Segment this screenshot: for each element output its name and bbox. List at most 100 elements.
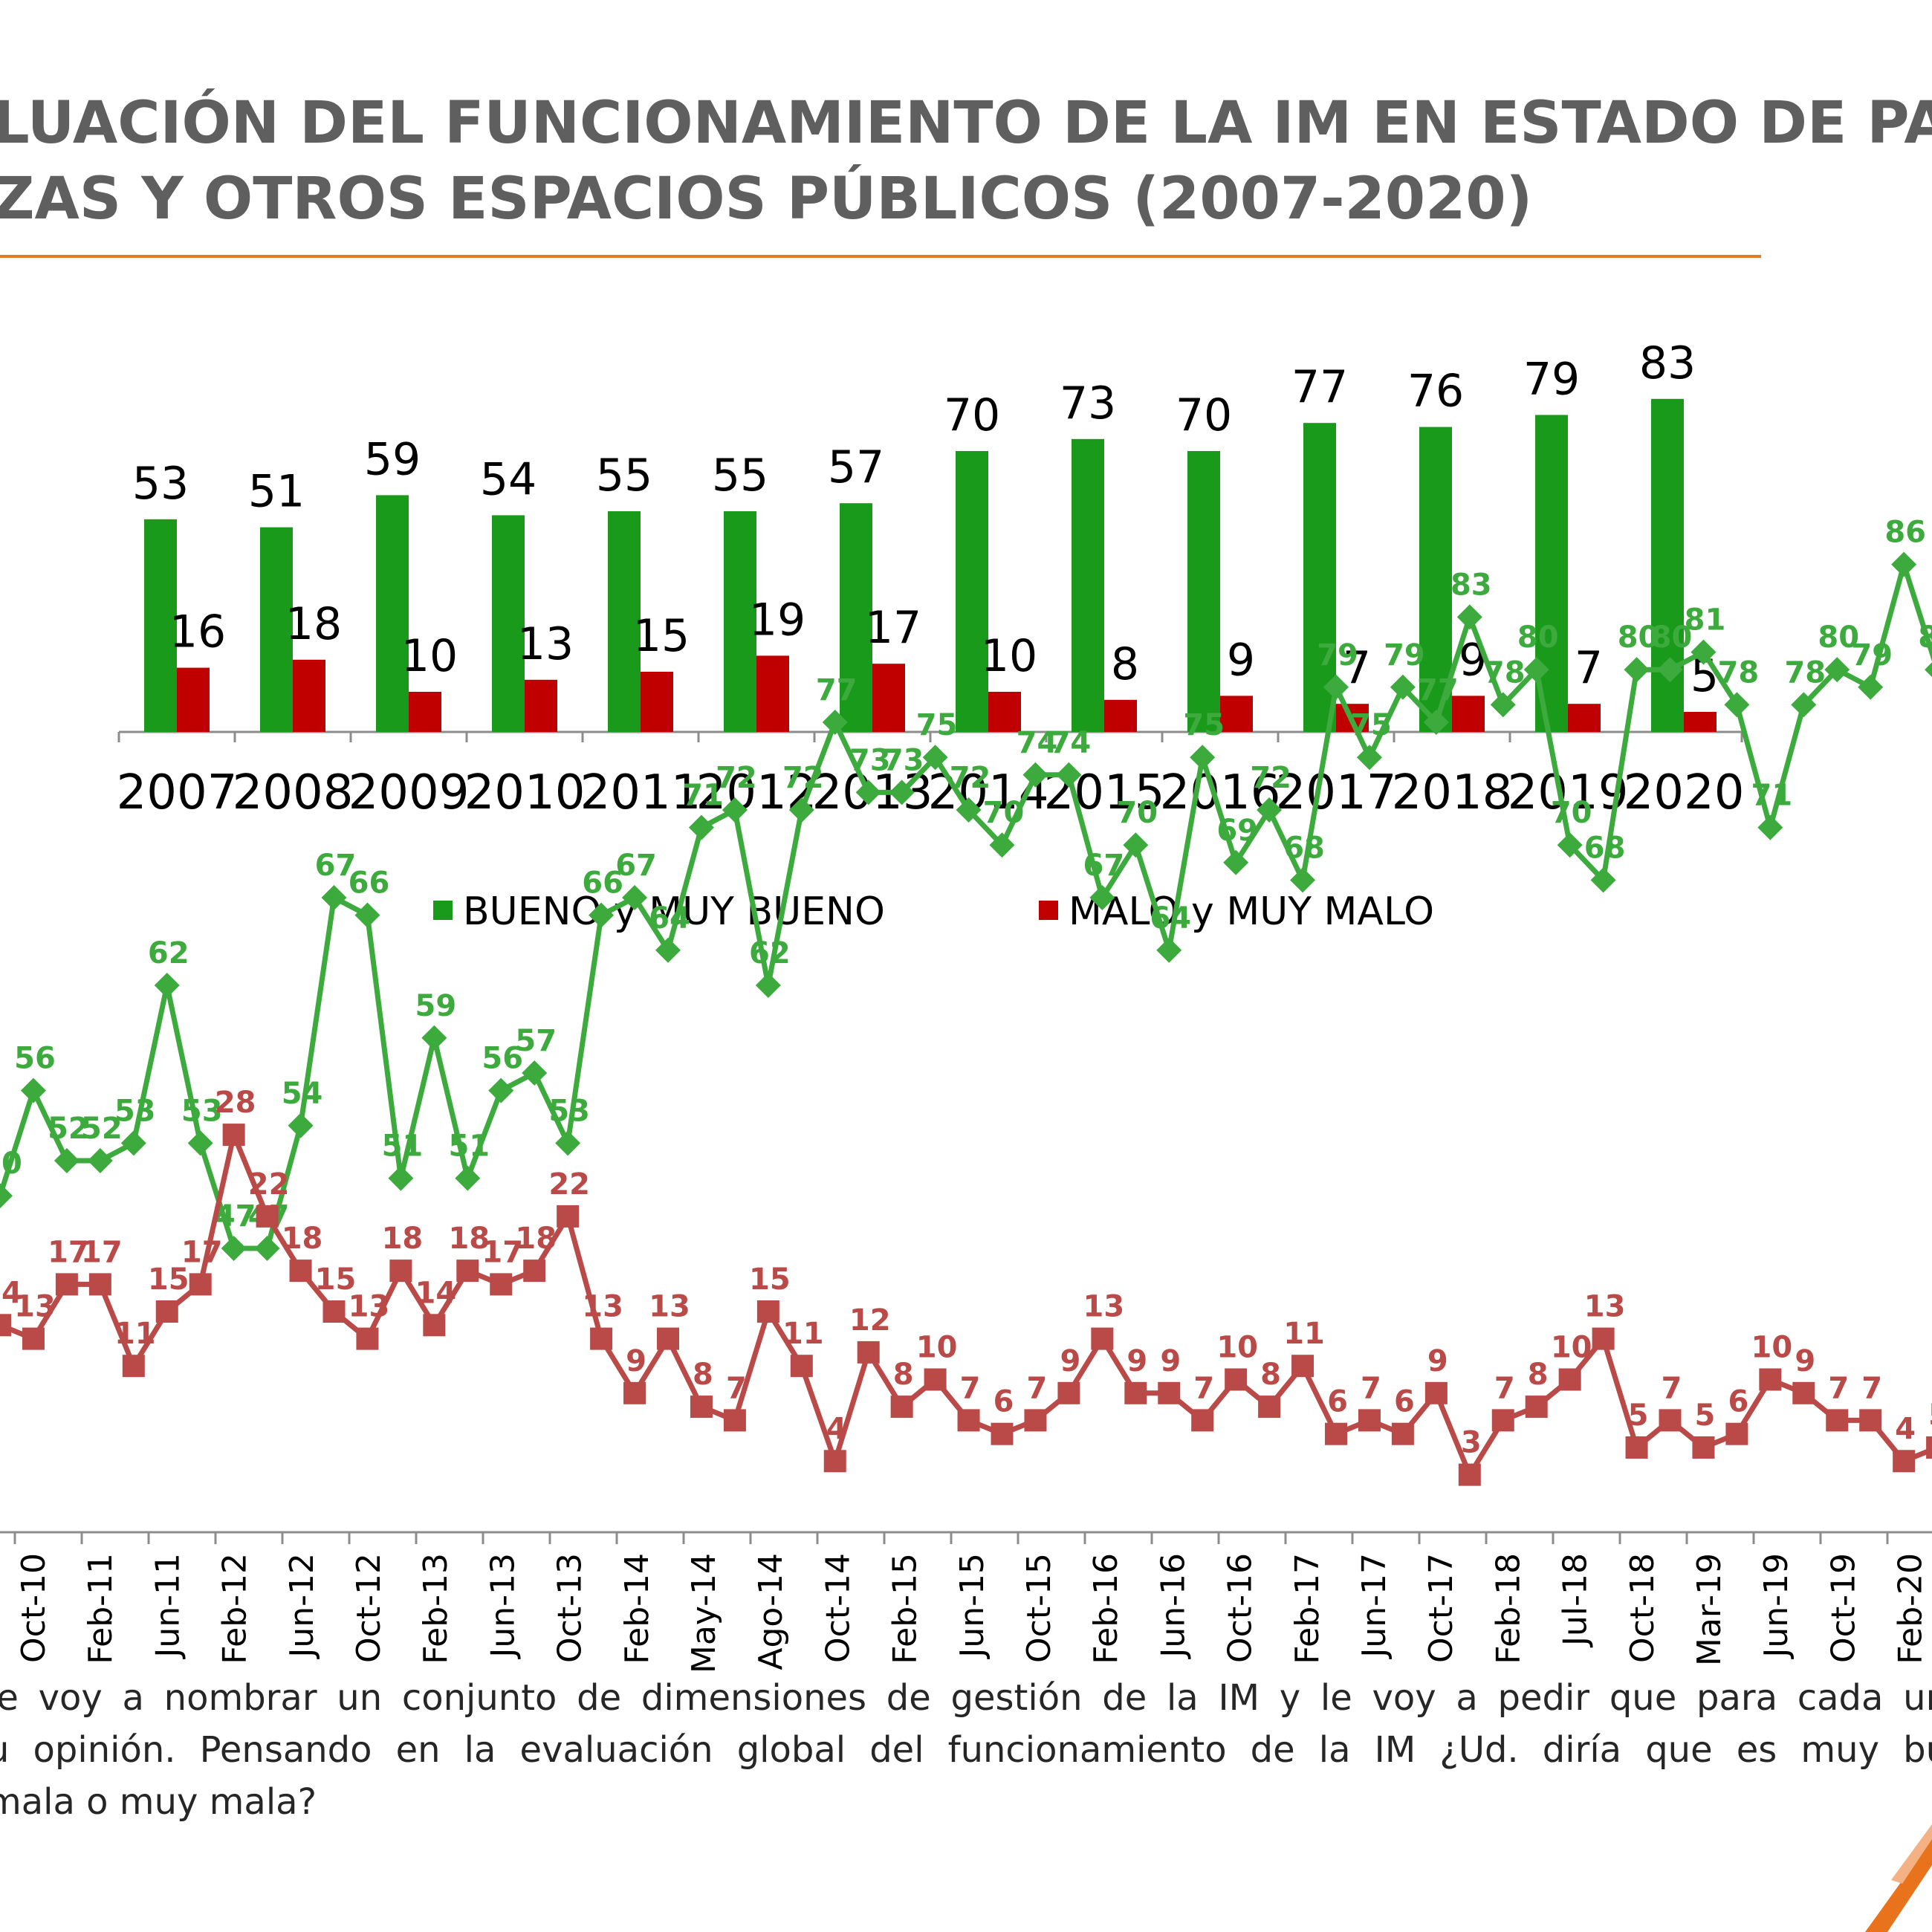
bad-series-point [857,1341,880,1364]
bar-good-label-2013: 57 [828,441,884,493]
bad-series-point [456,1260,479,1283]
bad-series-label: 14 [0,1276,22,1310]
bad-series-point [1792,1381,1815,1404]
good-series-label: 54 [282,1077,323,1111]
bad-series-label: 7 [1027,1371,1048,1405]
x-label-Oct-12: Oct-12 [350,1553,388,1663]
bad-series-label: 10 [1551,1331,1592,1365]
good-series-point [120,1130,146,1156]
good-series-label: 70 [1551,796,1592,830]
bad-series-point [1358,1409,1381,1432]
bad-series-label: 9 [1060,1344,1080,1378]
bar-bad-label-2016: 9 [1227,634,1255,686]
x-label-Feb-13: Feb-13 [417,1553,455,1664]
bad-series-label: 13 [1584,1290,1626,1324]
bad-series-label: 13 [582,1290,623,1324]
bad-series-label: 7 [1861,1371,1882,1405]
bar-good-2016 [1187,451,1220,732]
good-series-label: 75 [1183,708,1225,742]
x-label-Jun-13: Jun-13 [484,1553,522,1660]
bar-category-2007: 2007 [117,765,238,820]
good-series-point [956,797,982,823]
good-series-point [388,1165,414,1191]
bad-series-point [924,1368,947,1391]
good-series-label: 64 [1150,901,1191,936]
bad-series-label: 6 [1394,1385,1415,1419]
bar-bad-2012 [756,655,789,732]
bad-series-point [756,1300,779,1323]
bad-series-point [1124,1381,1147,1404]
good-series-label: 70 [1116,796,1158,830]
good-series-label: 62 [148,936,189,970]
bad-series-label: 8 [1528,1358,1549,1392]
good-series-label: 79 [1384,638,1425,672]
good-series-point [722,797,748,823]
good-series-point [20,1077,46,1103]
good-series-point [1423,710,1449,735]
good-series-label: 70 [983,796,1025,830]
bar-good-2010 [492,515,525,732]
bad-series-label: 9 [1160,1344,1181,1378]
bad-series-label: 13 [349,1290,390,1324]
x-label-Oct-17: Oct-17 [1422,1553,1460,1663]
x-label-Feb-17: Feb-17 [1288,1553,1326,1664]
good-series-point [1223,849,1249,875]
bad-series-label: 15 [315,1262,357,1297]
good-series-label: 80 [1618,620,1659,655]
bar-bad-2014 [988,692,1021,732]
good-series-label: 72 [1250,761,1291,795]
good-series-point [1590,867,1616,893]
good-series-label: 77 [1417,673,1459,707]
bad-series-point [1826,1409,1849,1432]
good-series-point [622,885,648,910]
x-label-Oct-16: Oct-16 [1222,1553,1260,1663]
good-series-label: 52 [48,1112,89,1146]
bad-series-point [790,1355,813,1378]
good-series-point [54,1148,80,1173]
bad-series-point [1692,1436,1715,1459]
bad-series-label: 18 [448,1222,490,1256]
bad-series-label: 4 [1895,1412,1916,1446]
bad-series-point [122,1355,145,1378]
legend: BUENO y MUY BUENO MALO y MUY MALO [433,889,1434,934]
good-series-label: 56 [482,1042,523,1076]
annual-bar-chart: 53 16 2007 51 18 2008 59 10 2009 54 13 2010 55 15 2011… [117,337,1745,820]
bad-series-label: 10 [1216,1331,1258,1365]
good-series-label: 71 [682,779,724,813]
good-series-label: 62 [749,936,791,970]
good-series-label: 78 [1784,655,1826,690]
good-series-point [922,745,948,771]
bar-good-label-2011: 55 [596,450,652,502]
good-series-point [1791,692,1817,718]
bad-series-label: 14 [415,1276,457,1310]
good-series-point [1123,832,1149,858]
good-series-point [1757,814,1783,840]
bad-series-label: 6 [993,1385,1014,1419]
bad-series-point [1491,1409,1514,1432]
good-series-point [221,1236,247,1261]
bad-series-label: 18 [282,1222,323,1256]
bad-series-point [690,1395,713,1419]
good-series-label: 69 [1216,814,1258,848]
good-series-point [755,973,781,998]
bad-series-point [1859,1409,1882,1432]
bad-series-point [523,1260,546,1283]
bad-series-point [1057,1381,1080,1404]
bar-bad-2013 [872,664,905,732]
bad-series-label: 17 [81,1235,123,1269]
bad-series-label: 17 [482,1235,523,1269]
good-series-point [0,1183,13,1209]
bad-series-point [1926,1436,1932,1459]
x-label-Oct-15: Oct-15 [1020,1553,1058,1663]
question-line-2: u opinión. Pensando en la evaluación glo… [0,1729,1932,1771]
good-series-point [488,1077,514,1103]
good-series-point [1056,762,1082,788]
good-series-point [455,1165,481,1191]
bad-series-label: 28 [215,1086,256,1120]
good-series-label: 78 [1718,655,1760,690]
good-series-label: 56 [14,1042,56,1076]
bad-series-label: 7 [1193,1371,1214,1405]
bad-series-point [1458,1463,1481,1486]
x-label-Jul-18: Jul-18 [1557,1553,1595,1648]
bar-category-2010: 2010 [464,765,586,820]
